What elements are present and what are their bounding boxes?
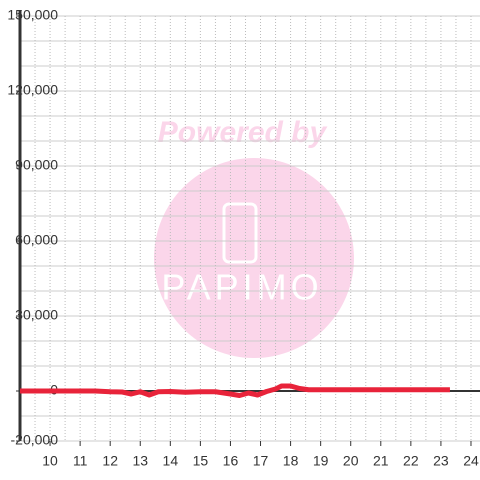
x-tick-label: 18: [283, 453, 299, 469]
x-tick-label: 21: [373, 453, 389, 469]
y-tick-label: 120,000: [7, 82, 58, 98]
x-tick-label: 16: [223, 453, 239, 469]
watermark-logo: PAPIMO: [161, 267, 322, 308]
y-tick-label: -20,000: [11, 432, 59, 448]
y-tick-label: 30,000: [15, 307, 58, 323]
x-tick-label: 24: [463, 453, 479, 469]
y-tick-label: 60,000: [15, 232, 58, 248]
x-tick-label: 22: [403, 453, 419, 469]
x-tick-label: 23: [433, 453, 449, 469]
watermark-circle: [154, 158, 354, 358]
x-tick-label: 19: [313, 453, 329, 469]
x-tick-label: 20: [343, 453, 359, 469]
x-tick-label: 12: [102, 453, 118, 469]
x-tick-label: 14: [163, 453, 179, 469]
data-line: [20, 383, 450, 398]
y-tick-label: 90,000: [15, 157, 58, 173]
x-tick-label: 10: [42, 453, 58, 469]
x-tick-label: 11: [73, 453, 88, 469]
watermark-text: Powered by: [158, 116, 328, 149]
watermark-icon: [222, 202, 258, 264]
x-tick-label: 17: [253, 453, 269, 469]
x-tick-label: 15: [193, 453, 209, 469]
x-tick-label: 13: [132, 453, 148, 469]
y-tick-label: 150,000: [7, 7, 58, 23]
